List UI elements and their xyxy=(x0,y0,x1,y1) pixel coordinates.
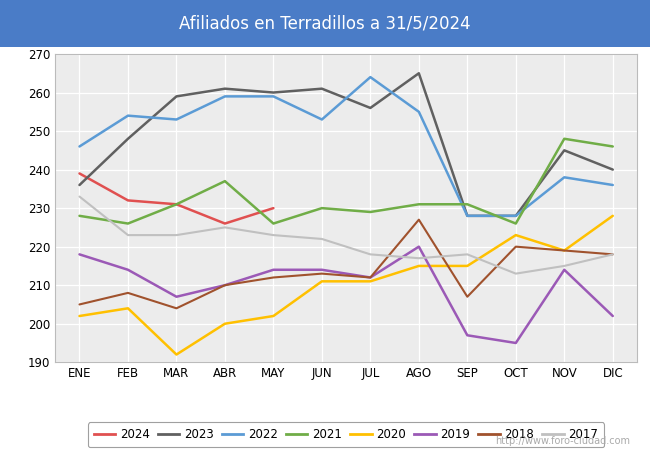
Text: http://www.foro-ciudad.com: http://www.foro-ciudad.com xyxy=(495,436,630,446)
Legend: 2024, 2023, 2022, 2021, 2020, 2019, 2018, 2017: 2024, 2023, 2022, 2021, 2020, 2019, 2018… xyxy=(88,423,604,447)
Text: Afiliados en Terradillos a 31/5/2024: Afiliados en Terradillos a 31/5/2024 xyxy=(179,14,471,33)
